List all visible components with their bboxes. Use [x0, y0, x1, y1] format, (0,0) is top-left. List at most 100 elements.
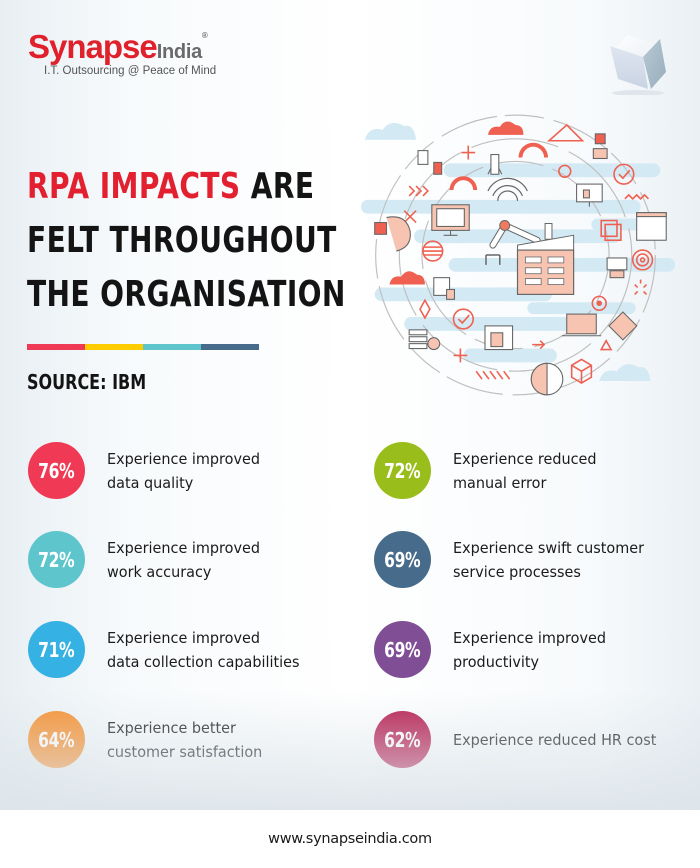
- stat-value: 69%: [384, 637, 421, 662]
- flowchart-hand-icon: [417, 150, 429, 165]
- stat-line-2: service processes: [453, 562, 581, 581]
- stat-badge: 62%: [374, 711, 431, 768]
- logo-wordmark: SynapseIndia®: [28, 30, 216, 63]
- website-link[interactable]: www.synapseindia.com: [268, 831, 432, 847]
- stat-line-1: Experience swift customer: [453, 538, 645, 557]
- stat-line-2: manual error: [453, 473, 547, 492]
- stat-line-2: work accuracy: [107, 562, 212, 581]
- target-icon: [591, 295, 607, 311]
- chip-icon: [594, 133, 606, 145]
- stat-description: Experience improved work accuracy: [107, 536, 266, 584]
- code-window-icon: [636, 212, 667, 241]
- stat-badge: 69%: [374, 531, 431, 588]
- orbit-rings: [375, 114, 656, 396]
- stat-item: 71% Experience improved data collection c…: [28, 621, 308, 678]
- stat-value: 62%: [384, 727, 421, 752]
- stat-badge: 64%: [28, 711, 85, 768]
- stat-line-1: Experience reduced: [453, 449, 597, 468]
- laptop-lightbulb-icon: [566, 313, 597, 335]
- robot-icon: [606, 257, 628, 271]
- stat-item: 62% Experience reduced HR cost: [374, 711, 665, 768]
- stat-badge: 72%: [374, 442, 431, 499]
- server-headset-icon: [408, 329, 428, 336]
- divider-segment-navy: [201, 344, 259, 350]
- stat-description: Experience improved data collection capab…: [107, 626, 308, 674]
- stat-badge: 76%: [28, 442, 85, 499]
- registered-mark: ®: [201, 31, 208, 40]
- plus-icon: [461, 145, 476, 160]
- stat-line-1: Experience reduced HR cost: [453, 730, 657, 749]
- stat-line-1: Experience improved: [107, 538, 260, 557]
- stat-item: 76% Experience improved data quality: [28, 442, 266, 499]
- cloud-icon: [389, 271, 425, 285]
- stat-line-2: productivity: [453, 652, 540, 671]
- stat-value: 72%: [38, 547, 75, 572]
- stat-item: 64% Experience better customer satisfacti…: [28, 711, 269, 768]
- stat-description: Experience improved data quality: [107, 447, 266, 495]
- title-line-1-rest: ARE: [240, 166, 315, 207]
- logo-brand-secondary: India: [156, 41, 202, 63]
- diamond-icon: [419, 298, 431, 320]
- cloud-icon: [487, 121, 524, 135]
- strategy-chess-icon: [433, 277, 451, 296]
- x-mark-icon: [403, 210, 417, 224]
- stat-line-1: Experience improved: [453, 628, 606, 647]
- cube-outline-icon: [570, 358, 593, 384]
- stat-badge: 72%: [28, 531, 85, 588]
- concentric-target-icon: [631, 249, 654, 271]
- rpa-automation-illustration: [360, 114, 676, 396]
- rainbow-icon: [518, 142, 549, 158]
- source-label: SOURCE: IBM: [27, 370, 147, 394]
- infographic-canvas: SynapseIndia® I.T. Outsourcing @ Peace o…: [0, 0, 700, 810]
- plus-icon: [453, 348, 468, 363]
- cube-icon: [610, 35, 666, 95]
- stat-description: Experience better customer satisfaction: [107, 716, 269, 764]
- color-divider: [27, 344, 259, 350]
- stat-description: Experience reduced manual error: [453, 447, 603, 495]
- checkmark-icon: [618, 169, 631, 180]
- zigzag-icon: [624, 193, 650, 200]
- small-triangle-icon: [599, 339, 613, 351]
- stat-value: 64%: [38, 727, 75, 752]
- ai-head-icon: [374, 221, 388, 235]
- stat-line-2: data quality: [107, 473, 194, 492]
- title-line-2: FELT THROUGHOUT: [27, 220, 337, 261]
- divider-segment-teal: [143, 344, 201, 350]
- divider-segment-red: [27, 344, 85, 350]
- stat-badge: 69%: [374, 621, 431, 678]
- network-cube-icon: [608, 311, 638, 341]
- squares-icon: [600, 219, 618, 238]
- logo-brand-primary: Synapse: [28, 28, 158, 65]
- stat-description: Experience improved productivity: [453, 626, 612, 674]
- stat-item: 72% Experience reduced manual error: [374, 442, 603, 499]
- stat-line-1: Experience improved: [107, 628, 260, 647]
- arrow-right-icon: [532, 340, 546, 350]
- stat-line-1: Experience improved: [107, 449, 260, 468]
- synapseindia-logo: SynapseIndia® I.T. Outsourcing @ Peace o…: [28, 30, 216, 77]
- footer: www.synapseindia.com: [0, 810, 700, 868]
- stat-line-2: data collection capabilities: [107, 652, 300, 671]
- stat-badge: 71%: [28, 621, 85, 678]
- factory-robot-arm-icon: [485, 177, 575, 295]
- rocket-icon: [490, 154, 500, 175]
- stat-item: 69% Experience swift customer service pro…: [374, 531, 652, 588]
- stat-value: 76%: [38, 458, 75, 483]
- stat-description: Experience reduced HR cost: [453, 728, 665, 752]
- stat-value: 71%: [38, 637, 75, 662]
- stat-line-2: customer satisfaction: [107, 742, 263, 761]
- title-line-1: RPA IMPACTS ARE: [27, 160, 346, 214]
- logo-tagline: I.T. Outsourcing @ Peace of Mind: [44, 65, 217, 77]
- triangle-icon: [546, 123, 585, 142]
- page-title: RPA IMPACTS ARE FELT THROUGHOUT THE ORGA…: [27, 160, 346, 322]
- check-circle-icon: [452, 308, 474, 330]
- sparkle-icon: [634, 279, 648, 295]
- stat-value: 72%: [384, 458, 421, 483]
- stat-line-1: Experience better: [107, 718, 236, 737]
- title-highlight: RPA IMPACTS: [27, 166, 241, 207]
- chevrons-icon: [408, 185, 429, 197]
- rainbow-icon: [449, 176, 478, 190]
- title-line-3: THE ORGANISATION: [27, 274, 346, 315]
- stat-value: 69%: [384, 547, 421, 572]
- stat-description: Experience swift customer service process…: [453, 536, 652, 584]
- target-icon: [558, 164, 572, 178]
